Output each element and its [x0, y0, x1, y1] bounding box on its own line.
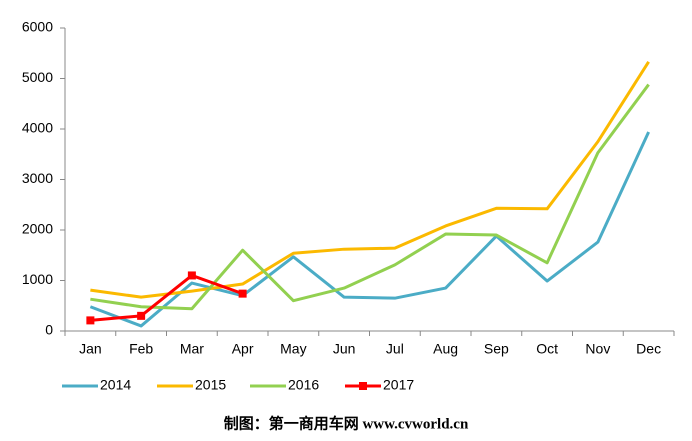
y-tick-label: 2000: [22, 221, 53, 237]
y-tick-label: 1000: [22, 271, 53, 287]
x-tick-label: Nov: [585, 341, 610, 357]
y-tick-label: 6000: [22, 19, 53, 35]
series-line: [89, 131, 650, 328]
legend-label: 2017: [383, 377, 414, 393]
x-tick-label: Jul: [386, 341, 404, 357]
series-line: [90, 273, 244, 322]
y-tick-label: 5000: [22, 69, 53, 85]
legend-label: 2014: [100, 377, 131, 393]
legend-label: 2016: [288, 377, 319, 393]
point: [187, 271, 196, 280]
x-tick-label: Jan: [79, 341, 102, 357]
x-tick-label: Aug: [433, 341, 458, 357]
y-tick-label: 0: [45, 322, 53, 338]
x-tick-label: Dec: [636, 341, 661, 357]
x-tick-label: Apr: [232, 341, 254, 357]
series-line: [90, 83, 650, 311]
x-tick-label: Mar: [180, 341, 204, 357]
x-tick-label: May: [280, 341, 306, 357]
point: [137, 311, 146, 320]
x-tick-label: Feb: [129, 341, 153, 357]
series-line: [90, 61, 650, 299]
x-tick-label: Sep: [484, 341, 509, 357]
point: [238, 289, 247, 298]
legend-marker: [359, 382, 367, 390]
point: [86, 316, 95, 325]
footer: 制图：第一商用车网 www.cvworld.cn: [224, 414, 469, 432]
y-tick-label: 4000: [22, 120, 53, 136]
x-tick-label: Oct: [536, 341, 558, 357]
y-tick-label: 3000: [22, 170, 53, 186]
legend-label: 2015: [195, 377, 226, 393]
x-tick-label: Jun: [333, 341, 356, 357]
